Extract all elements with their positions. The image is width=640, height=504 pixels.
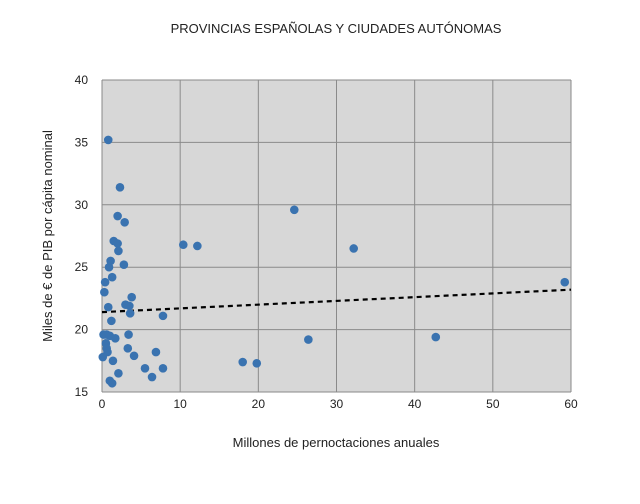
x-tick-label: 30 [330,397,344,411]
data-point [110,334,120,343]
y-axis-ticks: 15 20 25 30 35 40 [75,73,89,399]
y-tick-label: 30 [75,198,89,212]
y-tick-label: 20 [75,323,89,337]
data-point [431,332,441,342]
data-point [193,241,202,251]
data-point [123,344,133,353]
data-point [349,244,358,253]
data-point [114,246,123,256]
data-point [147,372,157,382]
x-axis-ticks: 0 10 20 30 40 50 60 [99,397,578,411]
grid-lines [101,79,572,393]
y-tick-label: 15 [75,385,89,399]
data-point [113,211,122,221]
data-point [103,302,113,312]
data-point [107,378,117,388]
y-tick-label: 35 [75,135,89,149]
data-point [114,368,123,378]
data-point [178,240,188,250]
y-axis-label: Miles de € de PIB por cápita nominal [40,130,55,342]
data-point [108,356,118,366]
data-point [289,205,299,215]
data-point [124,330,133,339]
data-points [98,135,570,388]
data-point [113,239,122,248]
data-point [127,292,137,302]
data-point [107,272,117,282]
data-point [115,183,125,192]
data-point [151,347,161,357]
data-point [129,351,139,361]
data-point [106,256,115,266]
x-tick-label: 40 [408,397,422,411]
data-point [125,301,134,311]
data-point [158,311,168,321]
x-tick-label: 10 [173,397,187,411]
data-point [238,357,247,367]
data-point [125,309,135,318]
data-point [119,260,129,270]
data-point [98,352,108,362]
data-point [304,335,313,344]
data-point [103,135,113,145]
chart-title: PROVINCIAS ESPAÑOLAS Y CIUDADES AUTÓNOMA… [171,21,502,36]
data-point [120,217,129,227]
y-tick-label: 40 [75,73,89,87]
x-tick-label: 50 [486,397,500,411]
data-point [140,363,150,373]
data-point [560,277,570,287]
x-tick-label: 20 [252,397,266,411]
x-axis-label: Millones de pernoctaciones anuales [233,435,440,450]
data-point [100,277,110,287]
data-point [252,358,262,368]
y-tick-label: 25 [75,260,89,274]
x-tick-label: 60 [564,397,578,411]
x-tick-label: 0 [99,397,106,411]
data-point [107,316,116,326]
trendline [101,288,572,314]
data-point [158,363,168,373]
data-point [100,287,109,297]
